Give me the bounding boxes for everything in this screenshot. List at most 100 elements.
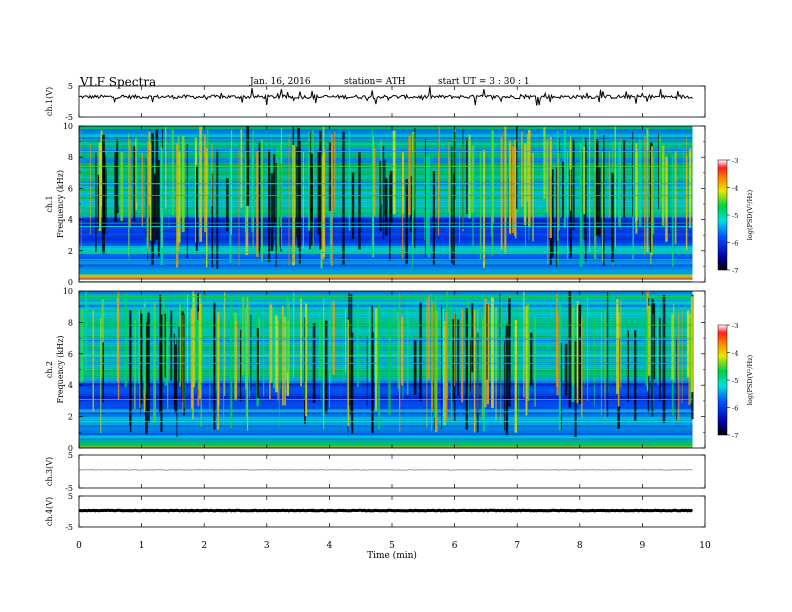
time-axis: 0 1 2 3 4 5 6 7 8 9 10 Time (min) bbox=[76, 541, 711, 561]
burst bbox=[80, 128, 82, 246]
burst bbox=[205, 148, 208, 268]
burst bbox=[247, 299, 249, 374]
burst bbox=[193, 136, 195, 208]
waveform-trace bbox=[78, 468, 693, 471]
burst bbox=[410, 176, 413, 233]
burst bbox=[405, 178, 409, 264]
colorbar-tick-label: -7 bbox=[732, 267, 738, 275]
date-label: Jan. 16, 2016 bbox=[249, 77, 311, 87]
burst bbox=[675, 338, 677, 421]
y-tick-label: 10 bbox=[63, 287, 73, 296]
y-axis-label: ch.3(V) bbox=[45, 457, 54, 486]
burst bbox=[258, 318, 260, 380]
burst bbox=[229, 149, 232, 263]
frequency-band bbox=[79, 437, 693, 441]
burst bbox=[332, 300, 335, 375]
burst bbox=[95, 152, 97, 253]
burst bbox=[195, 165, 198, 251]
burst bbox=[483, 294, 484, 401]
burst bbox=[176, 338, 178, 437]
frequency-band bbox=[79, 374, 693, 378]
burst bbox=[450, 317, 453, 421]
frequency-band bbox=[79, 258, 693, 262]
burst bbox=[223, 300, 225, 425]
burst bbox=[466, 138, 468, 215]
burst bbox=[345, 308, 347, 374]
burst bbox=[549, 136, 552, 238]
burst bbox=[358, 151, 361, 250]
colorbar-tick-label: -5 bbox=[732, 212, 738, 220]
burst bbox=[505, 324, 509, 435]
burst bbox=[298, 140, 301, 264]
burst bbox=[281, 127, 283, 250]
burst bbox=[198, 294, 201, 399]
frequency-band bbox=[79, 235, 693, 239]
colorbar-tick-label: -3 bbox=[732, 322, 738, 330]
frequency-band bbox=[79, 162, 693, 166]
burst bbox=[366, 336, 368, 407]
y-tick-label: -5 bbox=[65, 484, 73, 493]
burst bbox=[672, 303, 675, 383]
burst bbox=[689, 317, 692, 403]
burst bbox=[514, 320, 517, 433]
waveform-trace bbox=[78, 508, 693, 513]
y-tick-label: 2 bbox=[68, 247, 73, 256]
burst bbox=[453, 173, 455, 266]
burst bbox=[491, 297, 494, 409]
colorbar-tick-label: -6 bbox=[732, 240, 738, 248]
burst bbox=[611, 172, 614, 262]
y-tick-label: 5 bbox=[68, 82, 73, 91]
burst bbox=[486, 304, 488, 380]
burst bbox=[662, 295, 666, 423]
frequency-band bbox=[79, 385, 693, 389]
burst bbox=[371, 305, 373, 434]
burst bbox=[402, 151, 404, 214]
frequency-band bbox=[79, 152, 693, 156]
burst bbox=[620, 299, 622, 388]
burst bbox=[277, 320, 279, 401]
burst bbox=[100, 130, 103, 207]
burst bbox=[445, 311, 448, 421]
x-tick-label: 1 bbox=[139, 541, 145, 551]
frequency-band bbox=[79, 157, 693, 161]
x-tick-label: 2 bbox=[201, 541, 207, 551]
colorbar-tick-label: -7 bbox=[732, 432, 738, 440]
burst bbox=[658, 136, 662, 205]
frequency-band bbox=[79, 416, 693, 420]
burst bbox=[431, 293, 432, 431]
frequency-band bbox=[79, 170, 693, 174]
burst bbox=[305, 303, 308, 417]
burst bbox=[448, 157, 451, 259]
burst bbox=[300, 298, 303, 387]
burst bbox=[98, 142, 102, 232]
y-tick-label: 0 bbox=[68, 278, 73, 287]
burst bbox=[408, 135, 411, 216]
colorbar-tick-label: -5 bbox=[732, 377, 738, 385]
burst bbox=[582, 135, 584, 264]
colorbar-label: log(PSD(V²/Hz) bbox=[746, 189, 754, 240]
frequency-band bbox=[79, 317, 693, 321]
burst bbox=[307, 132, 311, 231]
frequency-band bbox=[79, 434, 693, 439]
colorbar-tick-label: -4 bbox=[732, 185, 738, 193]
frequency-band bbox=[79, 335, 693, 339]
y-axis-label: ch.1(V) bbox=[45, 87, 54, 116]
burst bbox=[414, 127, 416, 248]
burst bbox=[674, 150, 677, 245]
burst bbox=[238, 149, 240, 266]
frequency-band bbox=[79, 356, 693, 360]
burst bbox=[286, 295, 289, 373]
frequency-band bbox=[79, 382, 693, 386]
burst bbox=[200, 300, 202, 427]
burst bbox=[596, 142, 598, 214]
burst bbox=[135, 138, 138, 210]
frequency-band bbox=[79, 340, 693, 344]
burst bbox=[620, 134, 622, 230]
burst bbox=[128, 133, 130, 256]
y-axis-label: ch.2 bbox=[45, 361, 54, 378]
burst bbox=[374, 308, 378, 411]
burst bbox=[681, 310, 683, 403]
burst bbox=[398, 301, 400, 391]
burst bbox=[671, 155, 674, 267]
frequency-band bbox=[79, 413, 693, 418]
